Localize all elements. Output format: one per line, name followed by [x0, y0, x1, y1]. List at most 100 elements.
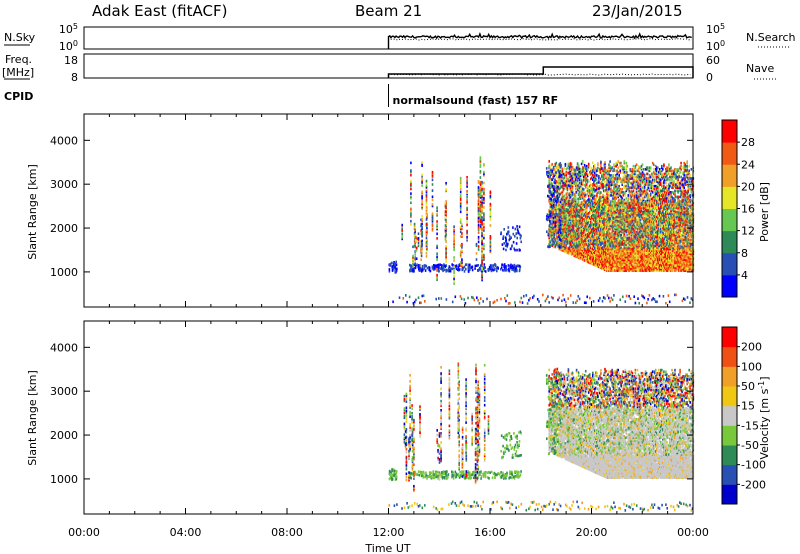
data-cell — [552, 232, 554, 236]
data-cell — [417, 238, 420, 242]
data-cell — [571, 193, 574, 197]
data-cell — [593, 185, 595, 188]
data-cell — [489, 202, 492, 206]
data-cell — [622, 235, 625, 239]
data-cell — [586, 212, 589, 216]
data-cell — [599, 184, 601, 188]
data-cell — [573, 194, 576, 198]
data-cell — [606, 224, 608, 228]
data-cell — [586, 248, 589, 251]
data-cell — [591, 176, 593, 179]
data-cell — [569, 191, 572, 194]
data-cell — [603, 174, 605, 177]
data-cell — [561, 195, 564, 198]
data-cell — [576, 165, 579, 168]
data-cell — [599, 253, 601, 257]
data-cell — [551, 209, 553, 212]
data-cell — [581, 219, 584, 223]
data-cell — [583, 205, 586, 208]
data-cell — [592, 255, 594, 258]
data-cell — [627, 214, 630, 217]
data-cell — [594, 190, 596, 193]
data-cell — [612, 258, 614, 262]
data-cell — [549, 215, 551, 219]
data-cell — [668, 300, 671, 304]
data-cell — [577, 165, 580, 169]
data-cell — [619, 220, 621, 223]
data-cell — [505, 241, 508, 245]
data-cell — [613, 260, 615, 263]
data-cell — [580, 193, 583, 196]
data-cell — [523, 294, 525, 298]
data-cell — [616, 204, 618, 208]
data-cell — [550, 234, 552, 238]
data-cell — [554, 219, 557, 223]
data-cell — [593, 257, 595, 260]
data-cell — [590, 186, 592, 190]
data-cell — [590, 215, 592, 219]
data-cell — [628, 254, 631, 257]
data-cell — [591, 260, 593, 264]
data-cell — [563, 217, 566, 221]
data-cell — [600, 168, 602, 171]
data-cell — [415, 240, 417, 243]
data-cell — [627, 240, 630, 243]
data-cell — [618, 221, 620, 225]
data-cell — [563, 173, 566, 176]
data-cell — [556, 208, 559, 211]
data-cell — [637, 297, 639, 300]
data-cell — [557, 245, 560, 249]
data-cell — [576, 211, 579, 214]
data-cell — [586, 180, 589, 184]
data-cell — [410, 269, 413, 273]
data-cell — [629, 230, 632, 234]
data-cell — [578, 215, 581, 218]
data-cell — [596, 183, 598, 186]
data-cell — [626, 220, 629, 223]
data-cell — [587, 185, 590, 189]
data-cell — [614, 195, 616, 199]
data-cell — [601, 242, 603, 245]
data-cell — [421, 242, 423, 246]
data-cell — [495, 266, 498, 270]
data-cell — [616, 187, 618, 191]
data-cell — [624, 261, 627, 265]
data-cell — [483, 216, 485, 220]
data-cell — [618, 269, 620, 272]
data-cell — [618, 226, 620, 229]
data-cell — [622, 237, 625, 240]
data-cell — [573, 223, 576, 227]
data-cell — [594, 188, 596, 192]
data-cell — [611, 269, 613, 272]
data-cell — [585, 178, 588, 182]
data-cell — [561, 210, 564, 214]
data-cell — [444, 265, 447, 268]
data-cell — [516, 248, 518, 252]
data-cell — [594, 259, 596, 262]
data-cell — [593, 246, 595, 249]
data-cell — [580, 247, 583, 250]
data-cell — [601, 250, 603, 253]
data-cell — [593, 241, 595, 245]
data-cell — [615, 187, 617, 191]
data-cell — [586, 226, 589, 230]
data-cell — [626, 174, 629, 177]
data-cell — [574, 222, 577, 226]
data-cell — [571, 189, 574, 192]
data-cell — [594, 197, 596, 201]
data-cell — [622, 201, 625, 205]
data-cell — [627, 226, 630, 229]
data-cell — [596, 255, 598, 259]
data-cell — [577, 202, 580, 206]
data-cell — [595, 221, 597, 224]
data-cell — [585, 243, 588, 246]
data-cell — [574, 219, 577, 223]
data-cell — [576, 208, 579, 211]
data-cell — [596, 230, 598, 234]
data-cell — [574, 176, 577, 180]
data-cell — [414, 259, 416, 262]
data-cell — [641, 294, 643, 297]
data-cell — [431, 224, 434, 228]
data-cell — [606, 266, 608, 269]
data-cell — [592, 209, 594, 212]
